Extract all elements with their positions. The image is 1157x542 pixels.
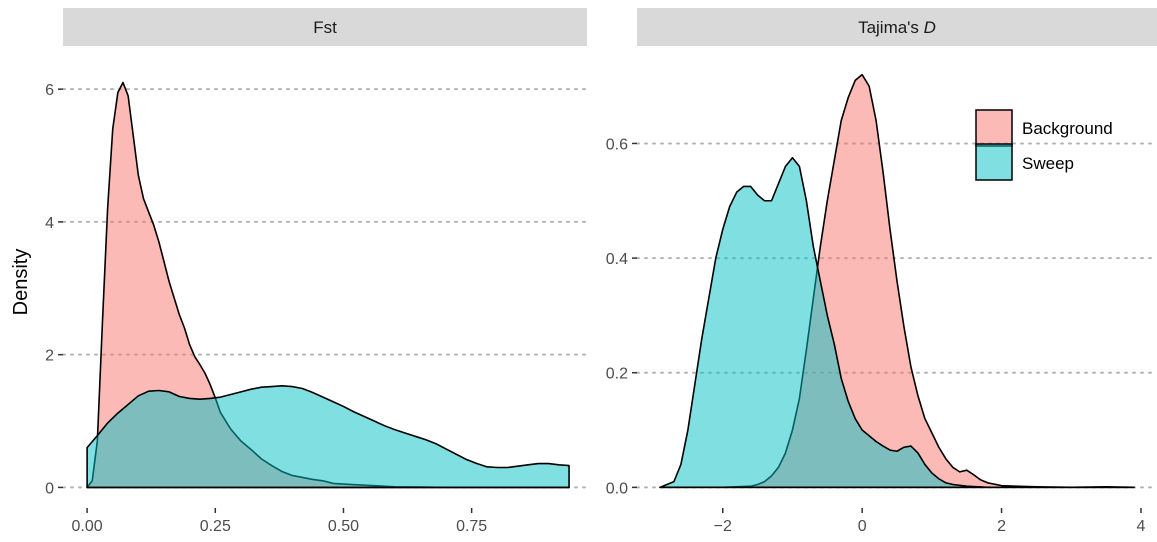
density-area-sweep — [659, 156, 1135, 489]
y-tick-label-0: 0 — [45, 480, 54, 497]
x-tick-label-2: 2 — [997, 518, 1006, 535]
areas-fst — [86, 81, 570, 489]
y-ticks-tajimas-d: 0.0 0.2 0.4 0.6 — [606, 136, 637, 497]
x-tick-label-1: 0 — [858, 518, 867, 535]
y-axis-title: Density — [10, 249, 32, 316]
y-tick-label-1: 2 — [45, 348, 54, 365]
y-tick-label-2: 0.4 — [606, 251, 628, 268]
strip-label-fst: Fst — [313, 18, 337, 37]
legend-key-background — [975, 109, 1013, 147]
strip-label-tajimas-d: Tajima's D — [858, 18, 936, 37]
x-tick-label-2: 0.50 — [328, 518, 359, 535]
panel-fst: Fst 0 2 4 6 0.00 0.25 0.50 0.75 — [45, 8, 588, 535]
x-tick-label-0: −2 — [714, 518, 732, 535]
x-tick-label-3: 4 — [1137, 518, 1146, 535]
x-tick-label-0: 0.00 — [72, 518, 103, 535]
x-tick-label-1: 0.25 — [200, 518, 231, 535]
legend-key-sweep — [975, 143, 1013, 181]
legend-label-sweep: Sweep — [1022, 154, 1074, 173]
x-ticks-tajimas-d: −2 0 2 4 — [714, 508, 1146, 535]
panel-tajimas-d: Tajima's D 0.0 0.2 0.4 0.6 −2 0 2 4 — [606, 8, 1157, 535]
strip-fst — [63, 8, 587, 46]
legend-label-background: Background — [1022, 119, 1113, 138]
y-tick-label-1: 0.2 — [606, 366, 628, 383]
strip-label-italic: D — [924, 18, 936, 37]
y-tick-label-3: 6 — [45, 82, 54, 99]
areas-tajimas-d — [659, 73, 1135, 489]
y-tick-label-2: 4 — [45, 215, 54, 232]
legend: Background Sweep — [975, 109, 1113, 181]
y-tick-label-3: 0.6 — [606, 136, 628, 153]
x-tick-label-3: 0.75 — [456, 518, 487, 535]
y-ticks-fst: 0 2 4 6 — [45, 82, 63, 497]
x-ticks-fst: 0.00 0.25 0.50 0.75 — [72, 508, 487, 535]
density-area-sweep — [86, 385, 570, 489]
strip-label-main: Tajima's — [858, 18, 924, 37]
y-tick-label-0: 0.0 — [606, 480, 628, 497]
strip-tajimas-d — [637, 8, 1157, 46]
